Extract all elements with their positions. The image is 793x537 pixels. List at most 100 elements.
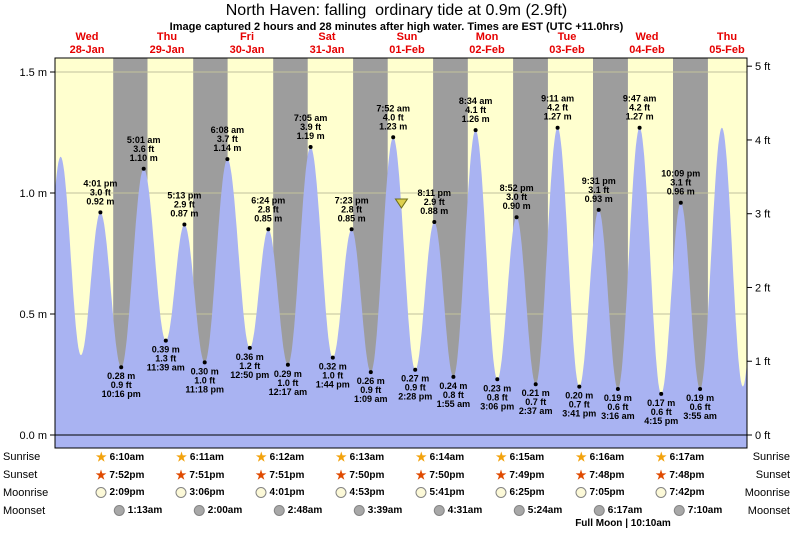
moonrise-cell: 4:01pm bbox=[255, 487, 305, 498]
moonset-time: 2:48am bbox=[287, 505, 323, 516]
high-tide-label: 0.88 m bbox=[420, 206, 448, 216]
sunrise-icon: ★ bbox=[495, 450, 507, 464]
high-tide-label: 2.8 ft bbox=[341, 204, 362, 214]
sunset-row-label-left: Sunset bbox=[3, 469, 38, 481]
moonset-cell: 4:31am bbox=[433, 505, 482, 516]
low-tide-label: 1.0 ft bbox=[194, 375, 215, 385]
high-tide-label: 2.8 ft bbox=[258, 204, 279, 214]
low-tide-label: 1.2 ft bbox=[239, 361, 260, 371]
tide-extreme-dot bbox=[247, 345, 252, 350]
low-tide-label: 0.36 m bbox=[236, 352, 264, 362]
high-tide-label: 0.92 m bbox=[86, 196, 114, 206]
sunset-icon: ★ bbox=[655, 468, 667, 482]
moonset-time: 1:13am bbox=[127, 505, 163, 516]
moonrise-icon bbox=[655, 487, 667, 498]
sunrise-time: 6:15am bbox=[509, 451, 545, 463]
high-tide-label: 9:47 am bbox=[623, 94, 657, 104]
sunrise-time: 6:10am bbox=[109, 451, 145, 463]
full-moon-note: Full Moon | 10:10am bbox=[575, 518, 671, 529]
moonset-cell: 6:17am bbox=[593, 505, 642, 516]
sunset-time: 7:50pm bbox=[429, 469, 465, 481]
y-axis-label-ft: 0 ft bbox=[755, 430, 770, 442]
high-tide-label: 5:01 am bbox=[127, 135, 161, 145]
y-axis-label-ft: 2 ft bbox=[755, 282, 770, 294]
day-label: Mon 02-Feb bbox=[469, 31, 505, 56]
sunset-icon: ★ bbox=[415, 468, 427, 482]
high-tide-label: 2.9 ft bbox=[424, 197, 445, 207]
day-label: Sun 01-Feb bbox=[389, 31, 425, 56]
low-tide-label: 1:44 pm bbox=[316, 380, 350, 390]
high-tide-label: 1.27 m bbox=[544, 112, 572, 122]
moonrise-icon bbox=[335, 487, 347, 498]
high-tide-label: 3.6 ft bbox=[133, 144, 154, 154]
sunrise-cell: ★ 6:11am bbox=[176, 451, 224, 463]
sunset-cell: ★ 7:49pm bbox=[496, 469, 545, 481]
moonrise-cell: 7:05pm bbox=[575, 487, 625, 498]
low-tide-label: 3:41 pm bbox=[562, 409, 596, 419]
moonrise-cell: 5:41pm bbox=[415, 487, 465, 498]
sunrise-cell: ★ 6:10am bbox=[96, 451, 144, 463]
sunset-icon: ★ bbox=[495, 468, 507, 482]
sunset-cell: ★ 7:48pm bbox=[656, 469, 705, 481]
low-tide-label: 0.7 ft bbox=[569, 400, 590, 410]
sunrise-icon: ★ bbox=[415, 450, 427, 464]
moonset-time: 7:10am bbox=[687, 505, 723, 516]
low-tide-label: 0.9 ft bbox=[405, 383, 426, 393]
sunset-icon: ★ bbox=[95, 468, 107, 482]
high-tide-label: 6:08 am bbox=[211, 125, 245, 135]
tide-extreme-dot bbox=[698, 387, 703, 391]
tide-extreme-dot bbox=[514, 215, 519, 220]
moonrise-time: 3:06pm bbox=[189, 487, 225, 498]
moonrise-cell: 2:09pm bbox=[95, 487, 145, 498]
moonset-cell: 2:48am bbox=[273, 505, 323, 516]
high-tide-label: 7:52 am bbox=[376, 103, 410, 113]
low-tide-label: 1.0 ft bbox=[277, 378, 298, 388]
sunset-cell: ★ 7:51pm bbox=[176, 469, 225, 481]
tide-extreme-dot bbox=[119, 365, 124, 370]
moonset-time: 5:24am bbox=[527, 505, 563, 516]
tide-extreme-dot bbox=[495, 377, 500, 382]
low-tide-label: 0.6 ft bbox=[651, 407, 672, 417]
sunset-icon: ★ bbox=[175, 468, 187, 482]
day-label: Sat 31-Jan bbox=[309, 31, 345, 56]
tide-extreme-dot bbox=[413, 367, 418, 372]
moonset-icon bbox=[513, 505, 525, 516]
sunset-time: 7:48pm bbox=[669, 469, 705, 481]
moonrise-icon bbox=[495, 487, 507, 498]
moonset-row-label-right: Moonset bbox=[747, 505, 790, 517]
tide-extreme-dot bbox=[678, 200, 683, 205]
high-tide-label: 1.19 m bbox=[297, 131, 325, 141]
moonset-icon bbox=[593, 505, 605, 516]
sunset-time: 7:52pm bbox=[109, 469, 145, 481]
high-tide-label: 0.96 m bbox=[667, 187, 695, 197]
moonset-cell: 7:10am bbox=[673, 505, 723, 516]
low-tide-label: 2:28 pm bbox=[398, 392, 432, 402]
low-tide-label: 0.32 m bbox=[319, 362, 347, 372]
chart-subtitle: Image captured 2 hours and 28 minutes af… bbox=[169, 21, 624, 33]
sunset-time: 7:51pm bbox=[269, 469, 305, 481]
sunset-time: 7:48pm bbox=[589, 469, 625, 481]
moonset-time: 3:39am bbox=[367, 505, 403, 516]
tide-extreme-dot bbox=[432, 220, 437, 224]
tide-extreme-dot bbox=[473, 128, 478, 133]
high-tide-label: 8:34 am bbox=[459, 96, 493, 106]
tide-extreme-dot bbox=[98, 210, 103, 215]
moonrise-cell: 3:06pm bbox=[175, 487, 225, 498]
low-tide-label: 12:50 pm bbox=[230, 370, 269, 380]
low-tide-label: 0.28 m bbox=[107, 371, 135, 381]
moonset-icon bbox=[193, 505, 205, 516]
sunrise-row-label-right: Sunrise bbox=[752, 451, 790, 463]
high-tide-label: 1.14 m bbox=[213, 143, 241, 153]
high-tide-label: 1.27 m bbox=[626, 112, 654, 122]
high-tide-label: 4.2 ft bbox=[547, 103, 568, 113]
sunrise-time: 6:14am bbox=[429, 451, 465, 463]
high-tide-label: 4.2 ft bbox=[629, 103, 650, 113]
moonrise-cell: 6:25pm bbox=[495, 487, 545, 498]
moonset-cell: 5:24am bbox=[513, 505, 563, 516]
tide-extreme-dot bbox=[368, 370, 373, 375]
sunrise-icon: ★ bbox=[655, 450, 667, 464]
low-tide-label: 0.9 ft bbox=[360, 385, 381, 395]
tide-extreme-dot bbox=[659, 391, 664, 396]
